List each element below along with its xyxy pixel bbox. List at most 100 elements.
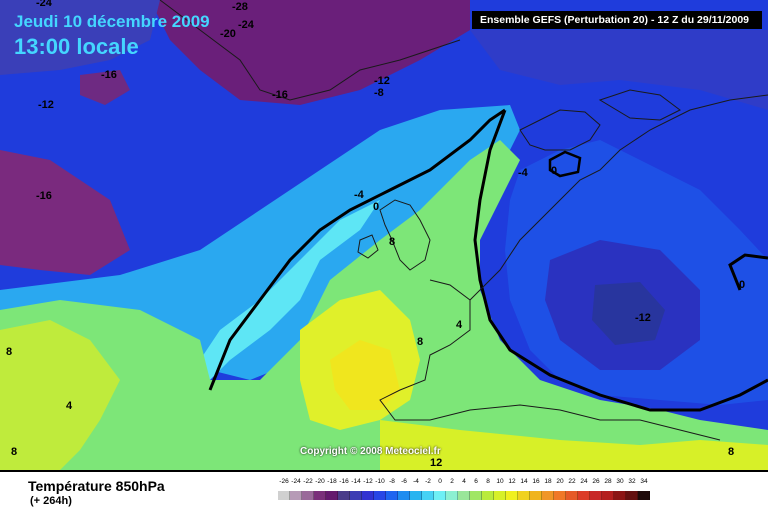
scale-swatch [542, 491, 554, 500]
isotherm-label: 8 [728, 446, 735, 458]
field-title: Température 850hPa [28, 478, 165, 494]
north-east-cold [470, 30, 768, 110]
scale-label: 18 [544, 478, 552, 485]
isotherm-label: -20 [220, 28, 236, 40]
scale-label: -18 [327, 478, 337, 485]
scale-label: 34 [640, 478, 648, 485]
scale-label: 20 [556, 478, 564, 485]
scale-swatch [398, 491, 410, 500]
scale-swatch [614, 491, 626, 500]
isotherm-label: 0 [739, 279, 746, 291]
scale-label: 24 [580, 478, 588, 485]
scale-label: 32 [628, 478, 636, 485]
scale-swatch [482, 491, 494, 500]
scale-swatch [494, 491, 506, 500]
scale-label: -16 [339, 478, 349, 485]
scale-swatch [638, 491, 650, 500]
scale-swatch [350, 491, 362, 500]
scale-swatch [626, 491, 638, 500]
west-cold-core [0, 150, 130, 275]
cold-pool [592, 282, 665, 345]
isotherm-label: -16 [36, 190, 52, 202]
scale-label: -12 [363, 478, 373, 485]
scale-swatch [374, 491, 386, 500]
scale-label: -24 [291, 478, 301, 485]
scale-swatch [290, 491, 302, 500]
scale-label: -2 [425, 478, 431, 485]
forecast-date: Jeudi 10 décembre 2009 [14, 12, 210, 31]
scale-label: 8 [486, 478, 490, 485]
south-warm [380, 420, 768, 470]
scale-label: 2 [450, 478, 454, 485]
scale-swatch [338, 491, 350, 500]
scale-label: -4 [413, 478, 419, 485]
isotherm-label: -12 [374, 75, 390, 87]
scale-label: -20 [315, 478, 325, 485]
isotherm-label: -12 [38, 99, 54, 111]
isotherm-label: -24 [238, 19, 254, 31]
temperature-map: Jeudi 10 décembre 2009 13:00 locale Ense… [0, 0, 768, 470]
isotherm-label: 0 [373, 201, 380, 213]
scale-labels: -26 -24 -22 -20 -18 -16 -14 -12 -10 -8 -6 -4 -2 0 2 4 6 8… [278, 478, 650, 486]
scale-swatch [506, 491, 518, 500]
scale-label: 14 [520, 478, 528, 485]
isotherm-label: 4 [66, 400, 73, 412]
isotherm-label: -4 [354, 189, 364, 201]
run-info-banner: Ensemble GEFS (Perturbation 20) - 12 Z d… [472, 11, 762, 29]
scale-label: -8 [389, 478, 395, 485]
british-isles-coast [357, 199, 431, 271]
scale-label: 28 [604, 478, 612, 485]
scandinavia-coast [519, 89, 681, 151]
scale-label: 6 [474, 478, 478, 485]
scale-swatch [554, 491, 566, 500]
color-scale: -26 -24 -22 -20 -18 -16 -14 -12 -10 -8 -6 -4 -2 0 2 4 6 8… [278, 478, 758, 506]
scale-swatch [422, 491, 434, 500]
greenland-coast [159, 0, 461, 101]
isotherm-label: 8 [11, 446, 18, 458]
cold-spot [80, 70, 130, 105]
scale-label: 10 [496, 478, 504, 485]
lead-time: (+ 264h) [30, 495, 72, 507]
isotherm-label: 12 [430, 457, 443, 469]
scale-swatch [434, 491, 446, 500]
forecast-time: 13:00 locale [14, 34, 139, 59]
scale-label: 26 [592, 478, 600, 485]
isotherm-label: 0 [551, 165, 558, 177]
scale-swatch [278, 491, 290, 500]
zero-isotherm-loop [548, 150, 582, 178]
cold-tongue [200, 200, 380, 390]
scale-swatch [518, 491, 530, 500]
scale-swatch [314, 491, 326, 500]
isotherm-label: 8 [6, 346, 13, 358]
warm-core [330, 340, 400, 410]
scale-swatch [446, 491, 458, 500]
scale-swatch [578, 491, 590, 500]
scale-label: -10 [375, 478, 385, 485]
scale-label: -6 [401, 478, 407, 485]
isotherm-label: 8 [389, 236, 396, 248]
isotherm-label: -16 [101, 69, 117, 81]
scale-label: 16 [532, 478, 540, 485]
copyright-text: Copyright © 2008 Meteociel.fr [300, 446, 441, 457]
scale-label: -22 [303, 478, 313, 485]
scale-label: 0 [438, 478, 442, 485]
scale-label: -26 [279, 478, 289, 485]
isotherm-label: 8 [417, 336, 424, 348]
european-coast [379, 94, 768, 441]
scale-swatch [386, 491, 398, 500]
scale-swatches [278, 491, 650, 500]
scale-swatch [302, 491, 314, 500]
isotherm-label: -12 [635, 312, 651, 324]
arctic-cold-core [150, 0, 470, 105]
isotherm-label: -28 [232, 1, 248, 13]
north-west-cold [0, 0, 160, 75]
isotherm-label: -16 [272, 89, 288, 101]
scale-label: 12 [508, 478, 516, 485]
scale-swatch [590, 491, 602, 500]
isotherm-label: -24 [36, 0, 52, 9]
footer: Température 850hPa (+ 264h) -26 -24 -22 -20… [0, 470, 768, 512]
scale-label: 4 [462, 478, 466, 485]
temperature-field [0, 0, 768, 470]
zero-isotherm [208, 108, 768, 412]
